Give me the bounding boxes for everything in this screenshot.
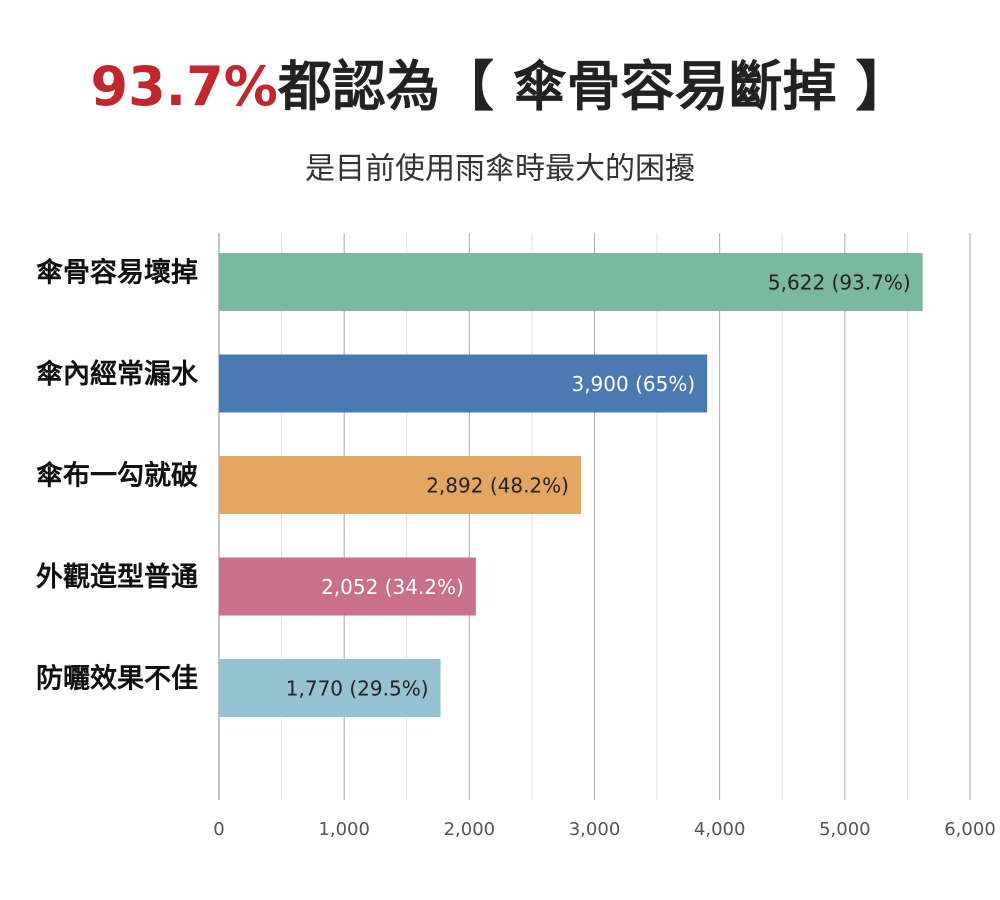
value-label: 2,052 (34.2%) xyxy=(321,575,464,599)
category-label: 防曬效果不佳 xyxy=(36,664,198,695)
category-label: 傘內經常漏水 xyxy=(36,358,199,390)
value-label: 3,900 (65%) xyxy=(571,372,695,396)
value-label: 5,622 (93.7%) xyxy=(768,271,911,295)
x-tick-label: 6,000 xyxy=(944,819,996,840)
value-label: 1,770 (29.5%) xyxy=(286,677,429,701)
x-tick-label: 1,000 xyxy=(318,819,370,840)
value-label: 2,892 (48.2%) xyxy=(426,474,569,498)
bar xyxy=(219,253,923,311)
x-tick-label: 2,000 xyxy=(444,819,496,840)
x-tick-label: 4,000 xyxy=(694,819,746,840)
bar xyxy=(219,557,476,616)
title-highlight: 93.7% xyxy=(91,55,278,118)
x-tick-label: 5,000 xyxy=(819,819,871,840)
title-text: 都認為【 傘骨容易斷掉 】 xyxy=(277,55,910,118)
category-label: 傘布一勾就破 xyxy=(36,461,198,492)
x-tick-label: 3,000 xyxy=(569,819,621,840)
bar xyxy=(219,354,708,413)
category-label: 傘骨容易壞掉 xyxy=(36,257,198,289)
title: 93.7%都認為【 傘骨容易斷掉 】 xyxy=(91,55,910,118)
bar xyxy=(219,659,441,717)
subtitle: 是目前使用雨傘時最大的困擾 xyxy=(305,152,695,187)
bar xyxy=(219,456,581,514)
category-label: 外觀造型普通 xyxy=(36,561,198,593)
x-tick-label: 0 xyxy=(213,819,224,840)
